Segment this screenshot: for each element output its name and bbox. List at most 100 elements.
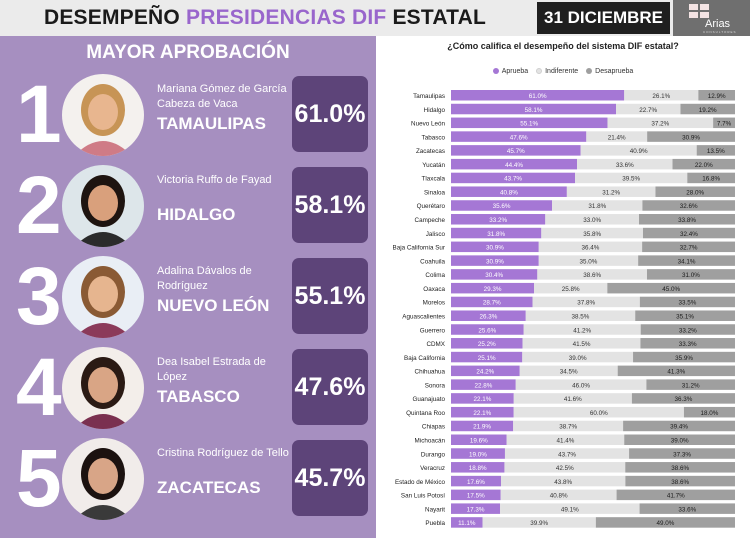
category-label: Aguascalientes — [402, 313, 445, 320]
category-label: Tabasco — [422, 134, 446, 141]
rank-number: 1 — [16, 69, 62, 160]
value-label-desaprueba: 41.3% — [667, 369, 685, 376]
chart-row: Sonora 22.8% 46.0% 31.2% — [425, 379, 735, 390]
page-title: DESEMPEÑO PRESIDENCIAS DIF ESTATAL — [0, 0, 530, 36]
value-label-aprueba: 24.2% — [476, 369, 494, 376]
value-label-desaprueba: 16.8% — [702, 176, 720, 183]
bar-indiferente — [500, 503, 640, 514]
bar-desaprueba — [633, 351, 735, 363]
value-label-indiferente: 38.6% — [583, 272, 601, 279]
value-label-desaprueba: 12.9% — [708, 93, 726, 100]
bar-desaprueba — [639, 503, 735, 514]
value-label-indiferente: 40.8% — [550, 493, 568, 500]
ranking-title: MAYOR APROBACIÓN — [86, 42, 290, 63]
value-label-aprueba: 44.4% — [505, 162, 523, 169]
category-label: Coahuila — [420, 258, 445, 265]
bar-aprueba — [451, 269, 538, 280]
value-label-desaprueba: 41.7% — [667, 493, 685, 500]
value-label-indiferente: 40.9% — [630, 148, 648, 155]
chart-row: Sinaloa 40.8% 31.2% 28.0% — [424, 186, 735, 197]
bar-aprueba — [451, 448, 505, 459]
bar-aprueba — [451, 186, 567, 197]
value-label-desaprueba: 33.5% — [679, 300, 697, 307]
bar-indiferente — [504, 448, 630, 459]
value-label-desaprueba: 13.5% — [707, 148, 725, 155]
bar-desaprueba — [696, 145, 735, 156]
bar-desaprueba — [642, 227, 735, 239]
value-label-desaprueba: 7.7% — [717, 121, 732, 128]
value-label-desaprueba: 31.0% — [682, 272, 700, 279]
value-label-indiferente: 21.4% — [608, 134, 626, 141]
value-label-aprueba: 28.7% — [483, 300, 501, 307]
value-label-desaprueba: 36.3% — [675, 396, 693, 403]
legend-item-indiferente: Indiferente — [536, 68, 578, 75]
bar-desaprueba — [687, 172, 735, 184]
value-label-desaprueba: 32.4% — [680, 231, 698, 238]
bar-indiferente — [616, 103, 681, 115]
legend-swatch-desaprueba — [586, 68, 593, 74]
ranking-row: 2 Victoria Ruffo de Fayad HIDALGO 58.1% — [0, 161, 376, 251]
value-label-aprueba: 43.7% — [504, 176, 522, 183]
category-label: CDMX — [426, 341, 445, 348]
chart-row: Oaxaca 29.3% 25.8% 45.0% — [423, 282, 735, 294]
value-label-aprueba: 22.8% — [474, 382, 492, 389]
category-label: Hidalgo — [424, 107, 446, 114]
category-label: Durango — [421, 451, 446, 458]
value-label-indiferente: 37.2% — [651, 121, 669, 128]
value-label-indiferente: 39.9% — [530, 520, 548, 527]
value-label-desaprueba: 35.9% — [675, 355, 693, 362]
value-label-aprueba: 35.6% — [493, 203, 511, 210]
bar-desaprueba — [698, 90, 735, 101]
bar-indiferente — [575, 172, 688, 184]
value-label-indiferente: 25.8% — [562, 286, 580, 293]
value-label-indiferente: 60.0% — [590, 410, 608, 417]
bar-desaprueba — [638, 255, 735, 266]
ranking-row: 3 Adalina Dávalos de Rodríguez NUEVO LEÓN 5… — [0, 252, 376, 342]
value-label-desaprueba: 45.0% — [662, 286, 680, 293]
value-label-aprueba: 19.6% — [470, 438, 488, 445]
legend-swatch-indiferente — [536, 68, 543, 74]
category-label: Estado de México — [395, 479, 446, 486]
bar-indiferente — [541, 227, 643, 239]
value-label-desaprueba: 49.0% — [656, 520, 674, 527]
bar-aprueba — [451, 172, 576, 184]
bar-indiferente — [538, 241, 643, 253]
value-label-desaprueba: 31.2% — [682, 382, 700, 389]
chart-panel: ¿Cómo califica el desempeño del sistema … — [376, 36, 750, 538]
chart-row: Coahuila 30.9% 35.0% 34.1% — [420, 255, 735, 266]
value-label-aprueba: 17.5% — [467, 493, 485, 500]
bar-desaprueba — [623, 420, 735, 432]
bar-desaprueba — [680, 103, 735, 115]
title-highlight: PRESIDENCIAS DIF — [186, 6, 387, 29]
bar-indiferente — [513, 393, 632, 404]
chart-row: Tabasco 47.6% 21.4% 30.9% — [422, 131, 735, 142]
bar-indiferente — [504, 462, 626, 473]
portrait-photo — [62, 165, 144, 247]
bar-indiferente — [515, 379, 647, 390]
value-label-aprueba: 25.6% — [478, 327, 496, 334]
chart-row: Guerrero 25.6% 41.2% 33.2% — [420, 324, 735, 335]
bar-desaprueba — [639, 214, 735, 225]
bar-aprueba — [451, 351, 523, 363]
rank-value: 45.7% — [292, 440, 368, 516]
category-label: Guanajuato — [412, 396, 445, 403]
chart-row: Baja California Sur 30.9% 36.4% 32.7% — [393, 241, 735, 253]
chart-row: CDMX 25.2% 41.5% 33.3% — [426, 338, 735, 349]
value-label-desaprueba: 33.8% — [678, 217, 696, 224]
chart-row: Yucatán 44.4% 33.6% 22.0% — [422, 158, 735, 170]
bar-indiferente — [519, 365, 618, 377]
value-label-indiferente: 41.4% — [557, 438, 575, 445]
category-label: Colima — [425, 272, 445, 279]
bar-indiferente — [513, 406, 684, 418]
category-label: Tlaxcala — [422, 176, 446, 183]
value-label-aprueba: 11.1% — [458, 520, 476, 527]
value-label-aprueba: 17.6% — [467, 479, 485, 486]
portrait-photo — [62, 438, 144, 520]
value-label-aprueba: 30.9% — [486, 258, 504, 265]
value-label-indiferente: 33.6% — [616, 162, 634, 169]
value-label-aprueba: 25.2% — [478, 341, 496, 348]
bar-indiferente — [482, 517, 596, 528]
chart-row: Nuevo León 55.1% 37.2% 7.7% — [411, 117, 735, 129]
value-label-indiferente: 35.8% — [583, 231, 601, 238]
value-label-desaprueba: 38.6% — [671, 479, 689, 486]
